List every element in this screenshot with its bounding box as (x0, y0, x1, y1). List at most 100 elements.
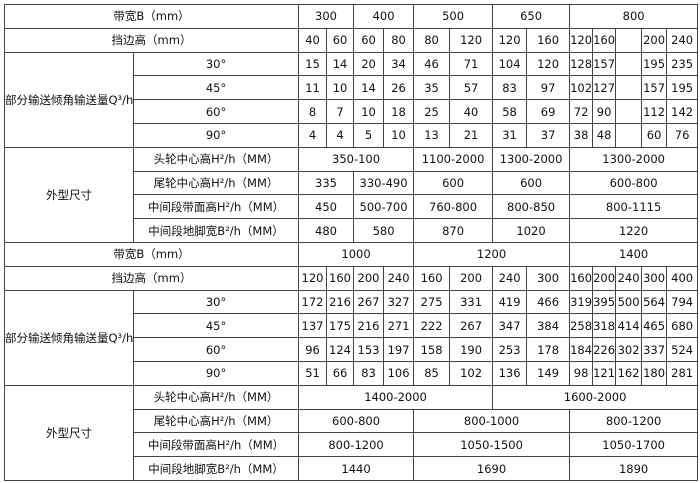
table-cell: 267 (353, 289, 385, 315)
table-cell: 158 (413, 337, 451, 362)
table-cell: 120 (298, 265, 328, 291)
table-cell: 85 (413, 360, 451, 386)
table-cell: 38 (569, 122, 594, 148)
table-cell: 500 (615, 289, 643, 315)
table-row: 45° 137 175 216 271 222 267 347 384 258 318 414 465 6… (5, 313, 699, 339)
table-cell (615, 27, 643, 53)
table-cell: 275 (413, 289, 451, 315)
table-cell: 106 (383, 360, 415, 386)
table-row: 挡边高（mm） 40 60 60 80 80 120 120 160 120 160 200 240 (3, 27, 699, 53)
row-label-cell: 外型尺寸 (4, 146, 134, 243)
table-cell: 96 (298, 337, 328, 362)
table-cell: 120 (449, 27, 494, 53)
table-cell: 57 (449, 75, 494, 101)
table-cell: 40 (298, 27, 328, 53)
table-cell: 226 (592, 337, 617, 362)
table-cell: 45° (132, 313, 300, 339)
table-cell: 34 (383, 51, 415, 77)
table-row: 部分输送倾角输送量Q³/h 30° 15 14 20 34 46 71 104 120 128 157… (4, 51, 699, 148)
table-cell: 175 (326, 313, 355, 339)
table-cell (615, 122, 643, 148)
table-row: 外型尺寸 头轮中心高H²/h（MM） 350-100 1100-2000 1300-20… (4, 146, 699, 243)
table-body: 带宽B（mm） 300 400 500 650 800 挡边高（mm） 40 60 60 80 80 1… (3, 4, 699, 481)
table-cell: 60 (353, 27, 385, 53)
table-row: 尾轮中心高H²/h（MM） 335 330-490 600 600 600-800 (5, 170, 699, 196)
row-label-cell: 1220 (569, 218, 699, 243)
table-cell: 51 (298, 360, 328, 386)
table-cell: 7 (326, 99, 355, 124)
row-label-cell: 800 (569, 4, 699, 29)
table-cell (615, 75, 643, 101)
table-cell: 327 (383, 289, 415, 315)
table-cell: 253 (492, 337, 528, 362)
table-row: 45° 11 10 14 26 35 57 83 97 102 127 157 195 (5, 75, 699, 101)
table-cell: 120 (492, 27, 528, 53)
table-cell: 102 (569, 75, 594, 101)
table-cell: 5 (353, 122, 385, 148)
table-cell: 48 (592, 122, 617, 148)
table-cell: 347 (492, 313, 528, 339)
table-cell: 197 (383, 337, 415, 362)
table-cell: 414 (615, 313, 643, 339)
row-label-cell: 挡边高（mm） (3, 265, 300, 291)
table-cell: 149 (526, 360, 571, 386)
table-cell (615, 51, 643, 77)
row-label-cell: 1050-1500 (413, 432, 571, 458)
table-cell: 11 (298, 75, 328, 101)
row-label-cell: 400 (353, 4, 415, 29)
table-cell: 267 (449, 313, 494, 339)
conveyor-spec-table: 带宽B（mm） 300 400 500 650 800 挡边高（mm） 40 60 60 80 80 1… (3, 4, 699, 481)
table-cell: 160 (526, 27, 571, 53)
table-cell: 222 (413, 313, 451, 339)
table-cell: 184 (569, 337, 594, 362)
row-label-cell: 1400-2000 (298, 384, 494, 410)
table-cell: 200 (449, 265, 494, 291)
row-label-cell: 中间段带面高H²/h（MM） (132, 194, 300, 220)
table-cell: 680 (666, 313, 699, 339)
row-label-cell: 部分输送倾角输送量Q³/h (4, 51, 134, 148)
table-cell: 30° (132, 289, 300, 315)
row-label-cell: 1100-2000 (413, 146, 494, 172)
table-cell: 45° (132, 75, 300, 101)
row-label-cell: 1020 (492, 218, 571, 243)
row-label-cell: 尾轮中心高H²/h（MM） (132, 408, 300, 434)
table-cell: 69 (526, 99, 571, 124)
table-cell: 240 (383, 265, 415, 291)
table-cell: 72 (569, 99, 594, 124)
table-cell: 98 (569, 360, 594, 386)
table-cell: 14 (326, 51, 355, 77)
row-label-cell: 800-1200 (298, 432, 415, 458)
row-label-cell: 1300-2000 (492, 146, 571, 172)
table-cell: 160 (326, 265, 355, 291)
table-cell: 216 (353, 313, 385, 339)
table-cell: 128 (569, 51, 594, 77)
table-cell: 137 (298, 313, 328, 339)
row-label-cell: 中间段地脚宽B²/h（MM） (132, 218, 300, 243)
table-cell: 318 (592, 313, 617, 339)
table-cell: 4 (326, 122, 355, 148)
table-cell: 160 (569, 265, 594, 291)
table-cell: 10 (383, 122, 415, 148)
table-cell: 136 (492, 360, 528, 386)
row-label-cell: 1050-1700 (569, 432, 699, 458)
table-cell: 37 (526, 122, 571, 148)
table-cell: 162 (615, 360, 643, 386)
table-row: 尾轮中心高H²/h（MM） 600-800 800-1000 800-1200 (5, 408, 699, 434)
table-cell: 25 (413, 99, 451, 124)
table-cell: 142 (666, 99, 699, 124)
table-cell: 13 (413, 122, 451, 148)
row-label-cell: 650 (492, 4, 571, 29)
table-cell: 90° (132, 360, 300, 386)
table-cell: 8 (298, 99, 328, 124)
row-label-cell: 480 (298, 218, 355, 243)
row-label-cell: 450 (298, 194, 355, 220)
table-cell: 71 (449, 51, 494, 77)
row-label-cell: 350-100 (298, 146, 415, 172)
table-cell: 83 (353, 360, 385, 386)
row-label-cell: 500 (413, 4, 494, 29)
table-cell: 90 (592, 99, 617, 124)
table-row: 中间段地脚宽B²/h（MM） 1440 1690 1890 (5, 456, 699, 481)
table-cell: 121 (592, 360, 617, 386)
table-row: 挡边高（mm） 120 160 200 240 160 200 240 300 160 200 240… (3, 265, 699, 291)
row-label-cell: 尾轮中心高H²/h（MM） (132, 170, 300, 196)
